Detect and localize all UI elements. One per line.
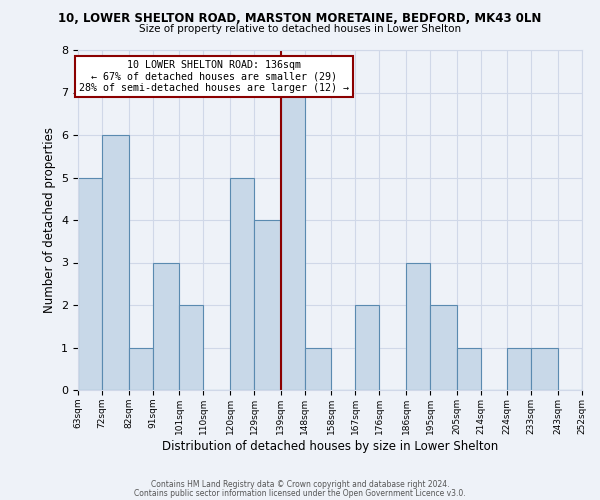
Bar xyxy=(78,178,102,390)
Bar xyxy=(254,220,281,390)
Bar xyxy=(355,305,379,390)
Bar xyxy=(305,348,331,390)
Bar xyxy=(406,262,430,390)
X-axis label: Distribution of detached houses by size in Lower Shelton: Distribution of detached houses by size … xyxy=(162,440,498,452)
Bar xyxy=(230,178,254,390)
Bar xyxy=(152,262,179,390)
Text: 10 LOWER SHELTON ROAD: 136sqm
← 67% of detached houses are smaller (29)
28% of s: 10 LOWER SHELTON ROAD: 136sqm ← 67% of d… xyxy=(79,60,349,94)
Bar xyxy=(582,348,600,390)
Bar xyxy=(102,135,128,390)
Bar xyxy=(281,92,305,390)
Bar xyxy=(508,348,532,390)
Bar xyxy=(128,348,152,390)
Text: Size of property relative to detached houses in Lower Shelton: Size of property relative to detached ho… xyxy=(139,24,461,34)
Bar xyxy=(532,348,558,390)
Bar xyxy=(457,348,481,390)
Bar xyxy=(430,305,457,390)
Text: Contains HM Land Registry data © Crown copyright and database right 2024.: Contains HM Land Registry data © Crown c… xyxy=(151,480,449,489)
Bar xyxy=(179,305,203,390)
Text: 10, LOWER SHELTON ROAD, MARSTON MORETAINE, BEDFORD, MK43 0LN: 10, LOWER SHELTON ROAD, MARSTON MORETAIN… xyxy=(58,12,542,26)
Y-axis label: Number of detached properties: Number of detached properties xyxy=(43,127,56,313)
Text: Contains public sector information licensed under the Open Government Licence v3: Contains public sector information licen… xyxy=(134,488,466,498)
